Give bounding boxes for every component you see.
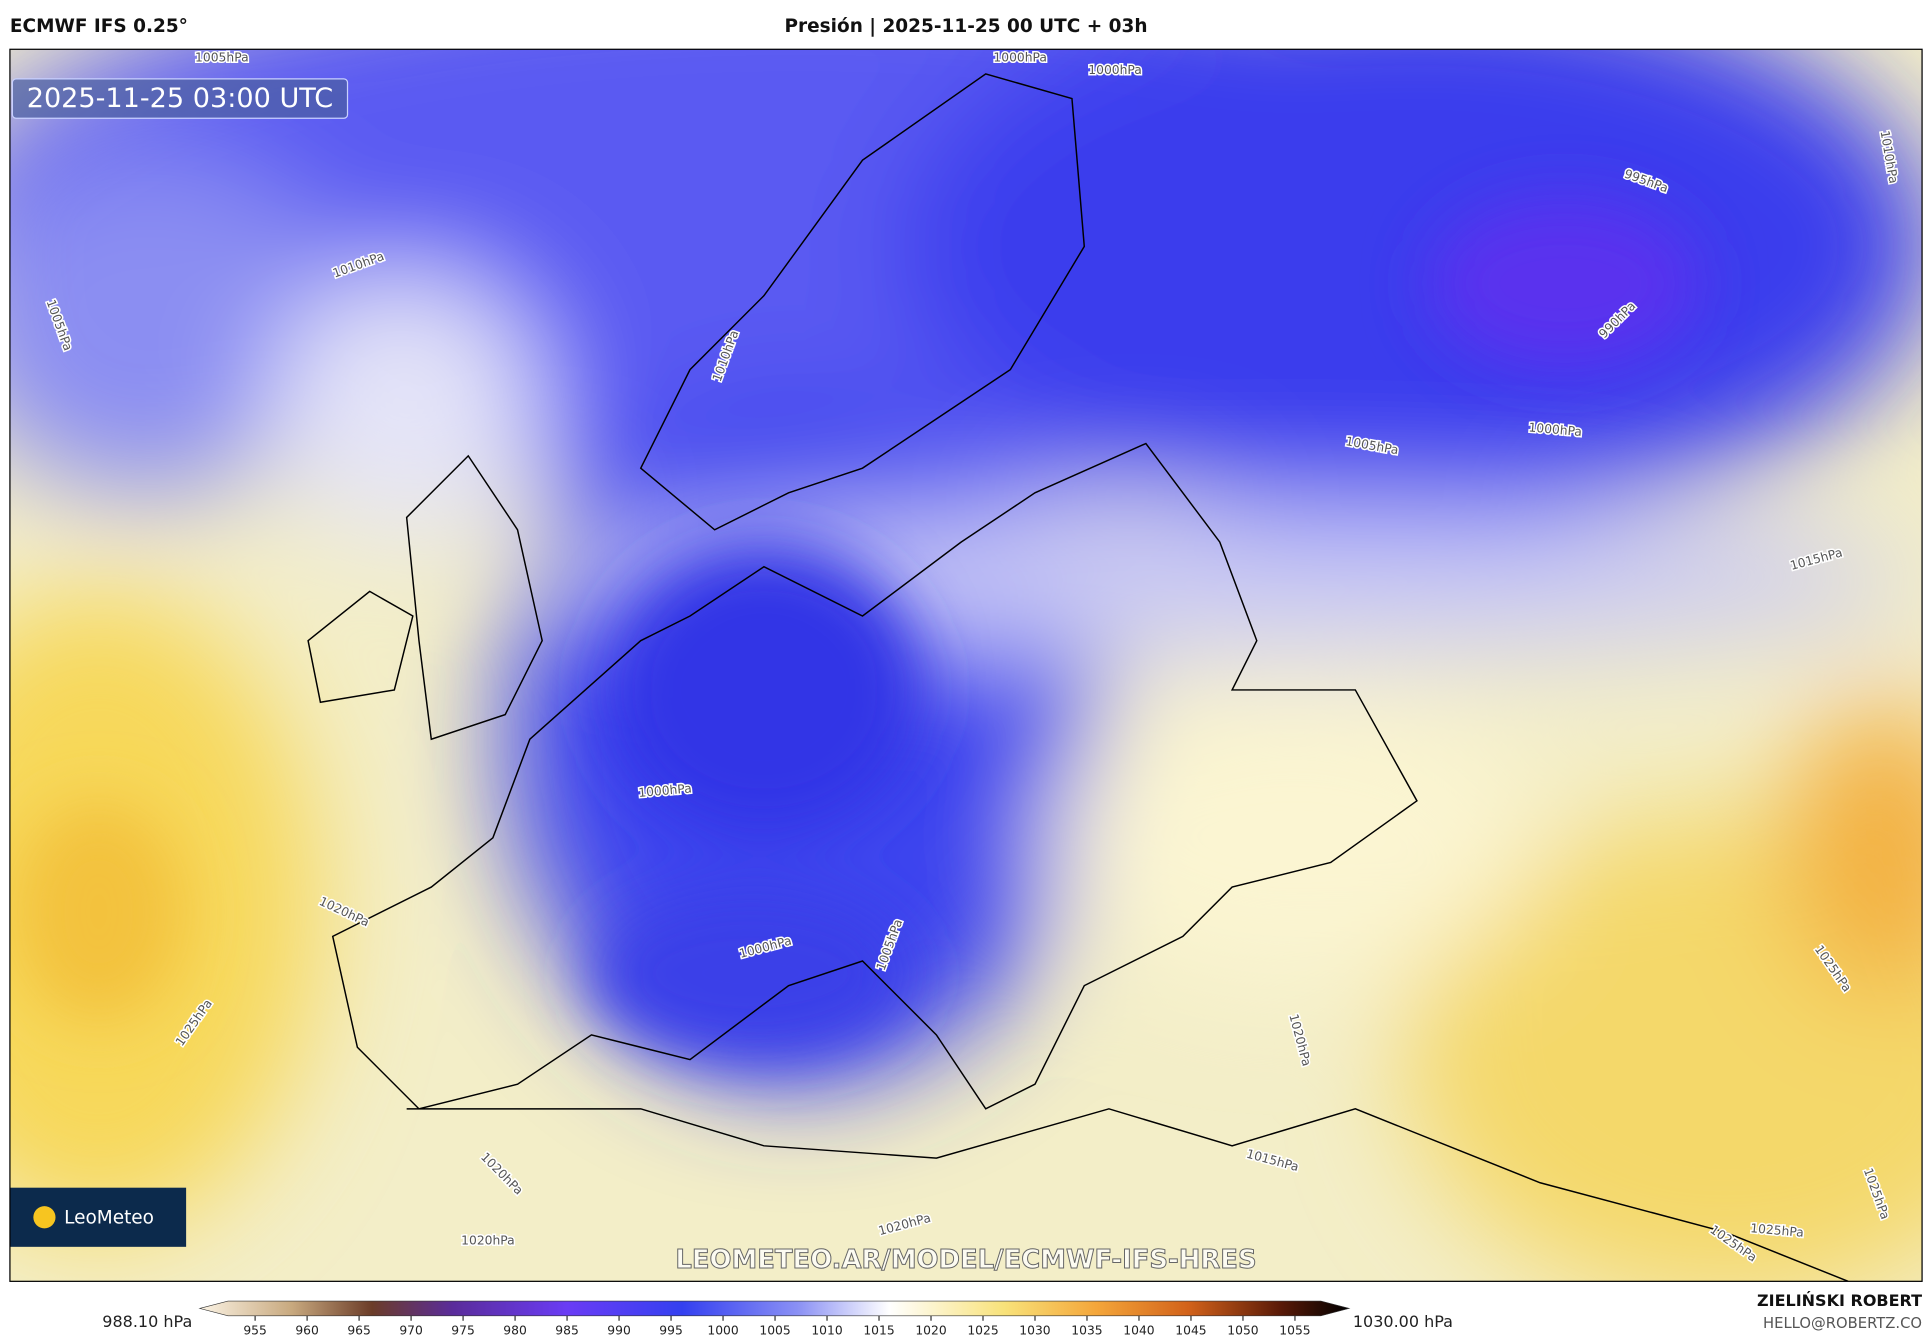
logo-sun xyxy=(33,1206,56,1229)
watermark: LEOMETEO.AR/MODEL/ECMWF-IFS-HRES xyxy=(675,1245,1256,1275)
colorbar-tick-label: 980 xyxy=(503,1323,527,1337)
colorbar-tick-label: 1040 xyxy=(1123,1323,1155,1337)
pressure-field: 1005hPa 1000hPa1000hPa1010hPa995hPa990hPa… xyxy=(9,49,1923,1282)
timestamp: 2025-11-25 03:00 UTC xyxy=(27,83,333,114)
colorbar-tick-label: 1045 xyxy=(1175,1323,1206,1337)
contour-label: 1005hPa xyxy=(195,51,249,65)
colorbar-max: 1030.00 hPa xyxy=(1353,1312,1453,1331)
contour-label: 1020hPa xyxy=(461,1233,515,1247)
title: Presión | 2025-11-25 00 UTC + 03h xyxy=(785,16,1148,37)
contour-label: 1000hPa xyxy=(993,51,1047,65)
colorbar-tick-label: 1030 xyxy=(1019,1323,1051,1337)
colorbar-tick-label: 960 xyxy=(295,1323,319,1337)
contour-label: 1000hPa xyxy=(638,781,693,800)
colorbar-tick-label: 965 xyxy=(347,1323,371,1337)
colorbar-tick-label: 1035 xyxy=(1071,1323,1102,1337)
colorbar-tick-label: 1005 xyxy=(759,1323,790,1337)
colorbar-tick-label: 1055 xyxy=(1279,1323,1310,1337)
contour-label: 1025hPa xyxy=(1750,1221,1805,1240)
map-frame xyxy=(9,48,1923,1282)
colorbar-tick-label: 1025 xyxy=(967,1323,998,1337)
colorbar-tick-label: 1020 xyxy=(915,1323,947,1337)
timestamp-box xyxy=(11,78,349,119)
colorbar-tick-label: 990 xyxy=(607,1323,631,1337)
colorbar xyxy=(198,1300,1351,1317)
colorbar-tick-label: 970 xyxy=(399,1323,423,1337)
colorbar-tick-label: 1000 xyxy=(707,1323,739,1337)
logo: LeoMeteo xyxy=(64,1207,154,1228)
coastline xyxy=(307,73,1849,1282)
colorbar-tick-label: 1010 xyxy=(811,1323,843,1337)
author: ZIELIŃSKI ROBERT xyxy=(1757,1291,1922,1310)
colorbar-tick-label: 985 xyxy=(555,1323,579,1337)
contour-label: 1000hPa xyxy=(1088,63,1142,77)
colorbar-tick-label: 955 xyxy=(243,1323,267,1337)
contour-label: 1000hPa xyxy=(1528,420,1583,439)
colorbar-ticks: 955 960 965 970 975 980 985 990 995 1000 1005 1010 1… xyxy=(243,1315,1311,1337)
colorbar-tick-label: 995 xyxy=(659,1323,683,1337)
colorbar-tick-label: 1015 xyxy=(863,1323,894,1337)
colorbar-min: 988.10 hPa xyxy=(102,1312,192,1331)
colorbar-tick-label: 975 xyxy=(451,1323,475,1337)
colorbar-tick-label: 1050 xyxy=(1227,1323,1259,1337)
model-name: ECMWF IFS 0.25° xyxy=(10,16,188,37)
contact: HELLO@ROBERTZ.CO xyxy=(1763,1315,1922,1332)
